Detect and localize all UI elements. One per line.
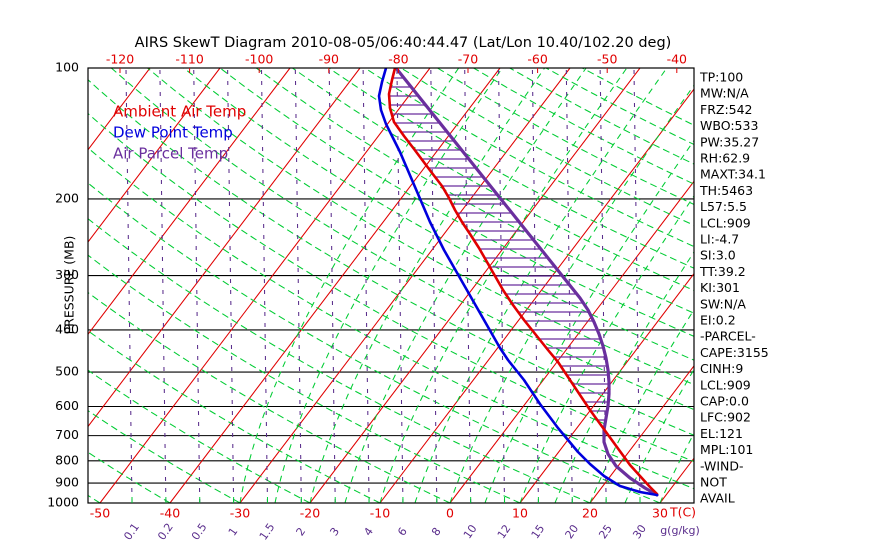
data-curves-group [377,68,659,497]
parameter-item: SW:N/A [700,296,746,311]
parameter-item: FRZ:542 [700,102,753,117]
bottom-temp-tick-label: -20 [300,506,320,521]
pressure-tick-label: 900 [55,475,79,490]
parameter-item: KI:301 [700,280,740,295]
parameter-item: TT:39.2 [699,264,746,279]
pressure-axis-ticks: 100 200 300 400 500 600 700 800 900 1000 [47,60,79,510]
legend-item-2: Dew Point Temp [113,124,233,142]
bottom-temp-tick-label: -50 [90,506,110,521]
parameter-item: -WIND- [700,458,744,473]
pressure-tick-label: 300 [55,267,79,282]
parameter-item: -PARCEL- [700,329,756,344]
top-temp-tick-label: -60 [527,52,547,67]
parameter-item: LFC:902 [700,410,751,425]
mixing-unit-label: g(g/kg) [660,524,700,537]
legend-item-3: Air Parcel Temp [113,145,228,163]
parameter-item: CINH:9 [700,361,743,376]
parameter-item: MPL:101 [700,442,753,457]
parameter-item: LCL:909 [700,215,751,230]
chart-legend: Ambient Air Temp Dew Point Temp Air Parcel… [113,103,246,163]
parameter-item: MAXT:34.1 [700,167,766,182]
bottom-temp-tick-label: 20 [582,506,598,521]
pressure-tick-label: 500 [55,364,79,379]
parameter-item: PW:35.27 [700,134,759,149]
legend-item-1: Ambient Air Temp [113,103,246,121]
parameter-item: EL:121 [700,426,743,441]
parameter-item: NOT [700,475,727,490]
pressure-tick-label: 400 [55,321,79,336]
grid-lines-group [88,68,694,503]
temp-unit-label: T(C) [669,505,696,520]
parameter-item: SI:3.0 [700,248,736,263]
pressure-tick-label: 700 [55,427,79,442]
parameter-item: TH:5463 [699,183,753,198]
pressure-tick-label: 100 [55,60,79,75]
parameter-item: RH:62.9 [700,151,750,166]
pressure-tick-label: 800 [55,452,79,467]
top-temp-tick-label: -50 [597,52,617,67]
bottom-temp-tick-label: -30 [230,506,250,521]
top-temp-tick-label: -80 [388,52,408,67]
parameter-item: L57:5.5 [700,199,747,214]
pressure-axis-label: PRESSURE (MB) [62,236,77,335]
parameter-item: AVAIL [700,491,735,506]
parameter-item: LCL:909 [700,377,751,392]
pressure-tick-label: 600 [55,398,79,413]
top-temp-tick-label: -70 [458,52,478,67]
bottom-temperature-axis-ticks: -50 -40 -30 -20 -10 0 10 20 30 [90,506,668,521]
bottom-temp-tick-label: 10 [512,506,528,521]
top-temp-tick-label: -100 [245,52,273,67]
parameter-item: LI:-4.7 [700,232,739,247]
parameter-item: TP:100 [699,70,743,85]
chart-title: AIRS SkewT Diagram 2010-08-05/06:40:44.4… [135,35,672,51]
parameter-item: CAP:0.0 [700,394,749,409]
top-temp-tick-label: -90 [319,52,339,67]
parameter-item: MW:N/A [700,86,749,101]
pressure-tick-label: 200 [55,190,79,205]
plot-frame [87,67,695,504]
top-temp-tick-label: -120 [106,52,134,67]
bottom-temp-tick-label: 0 [446,506,454,521]
parameter-item: CAPE:3155 [700,345,769,360]
top-temp-tick-label: -110 [175,52,203,67]
top-temperature-axis-ticks: -120 -110 -100 -90 -80 -70 -60 -50 -40 [106,52,687,73]
bottom-temp-tick-label: -40 [160,506,180,521]
bottom-temp-tick-label: 30 [652,506,668,521]
parameter-item: EI:0.2 [700,313,736,328]
pressure-tick-label: 1000 [47,495,79,510]
top-temp-tick-label: -40 [667,52,687,67]
parameter-item: WBO:533 [700,118,758,133]
bottom-temp-tick-label: -10 [370,506,390,521]
